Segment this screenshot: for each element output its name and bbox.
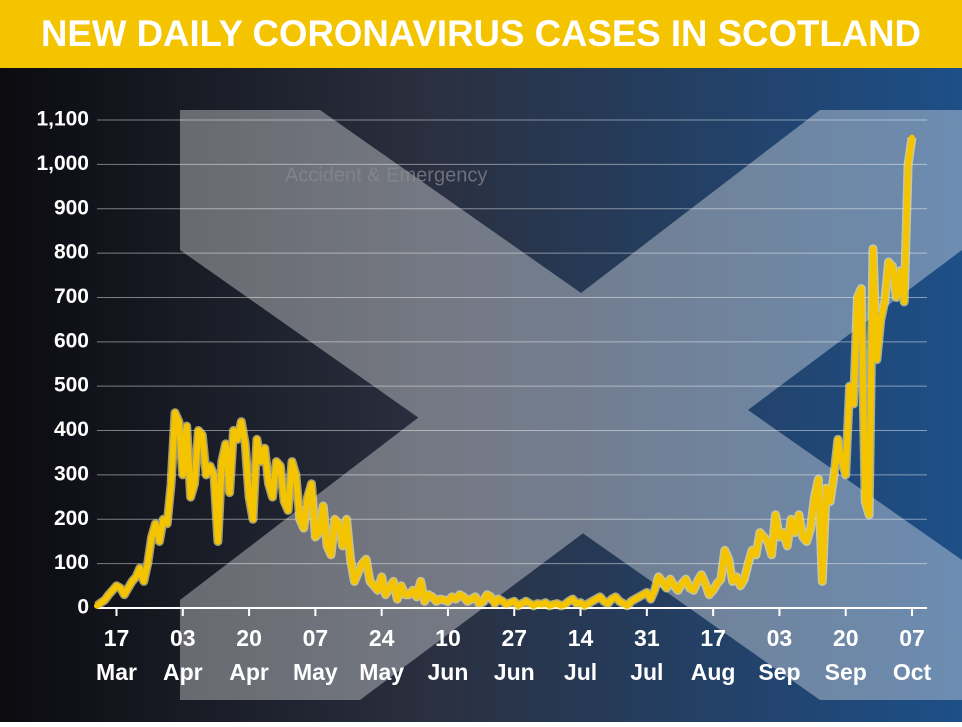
- y-tick-label: 300: [54, 462, 89, 485]
- x-tick-label: 31 Jul: [630, 625, 663, 685]
- y-tick-label: 800: [54, 241, 89, 264]
- y-tick-label: 400: [54, 418, 89, 441]
- x-tick-label: 20 Sep: [825, 625, 867, 685]
- x-tick-label: 17 Aug: [691, 625, 736, 685]
- y-tick-label: 0: [77, 596, 89, 619]
- x-tick-label: 07 May: [293, 625, 338, 685]
- x-tick-label: 10 Jun: [428, 625, 469, 685]
- x-tick-label: 27 Jun: [494, 625, 535, 685]
- title-banner: [0, 0, 962, 68]
- y-tick-label: 900: [54, 196, 89, 219]
- chart-title: NEW DAILY CORONAVIRUS CASES IN SCOTLAND: [41, 13, 921, 54]
- y-tick-label: 100: [54, 551, 89, 574]
- line: [94, 134, 915, 609]
- x-tick-label: 03 Sep: [758, 625, 800, 685]
- background-sign: Accident & Emergency: [285, 164, 487, 186]
- y-tick-label: 1,000: [36, 152, 89, 175]
- y-tick-label: 700: [54, 285, 89, 308]
- x-tick-label: 24 May: [359, 625, 404, 685]
- x-tick-label: 07 Oct: [893, 625, 932, 685]
- y-tick-label: 500: [54, 374, 89, 397]
- x-tick-label: 14 Jul: [564, 625, 597, 685]
- x-tick-label: 20 Apr: [229, 625, 269, 685]
- x-tick-label: 17 Mar: [96, 625, 137, 685]
- y-tick-label: 1,100: [36, 108, 89, 131]
- x-tick-label: 03 Apr: [163, 625, 203, 685]
- y-tick-label: 600: [54, 329, 89, 352]
- y-tick-label: 200: [54, 507, 89, 530]
